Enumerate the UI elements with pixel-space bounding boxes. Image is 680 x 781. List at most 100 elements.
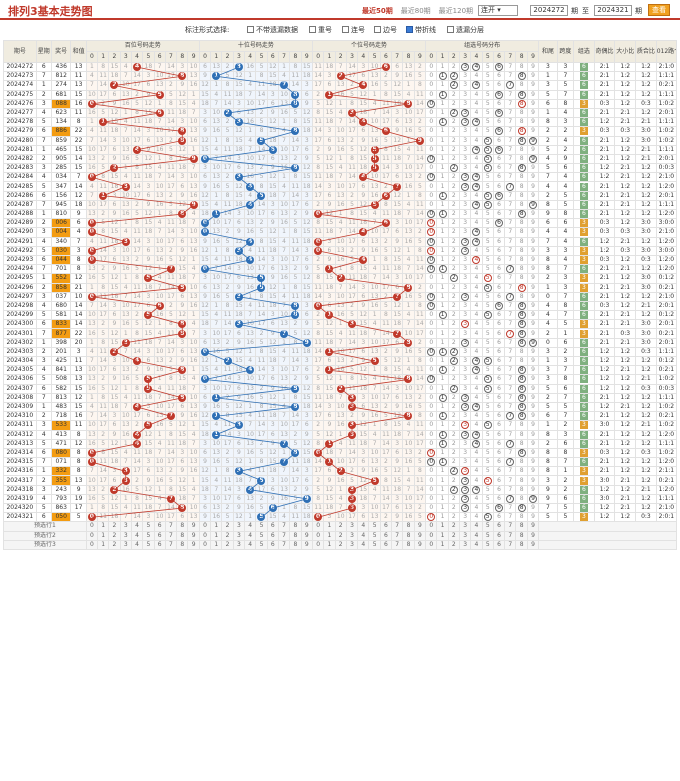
to-issue-input[interactable]: 2024321 [594, 5, 632, 16]
preselect-row[interactable]: 预选行1 0 1 2 3 4 5 6 7 8 9 0 1 2 3 4 5 6 7 8 9 0 1 2 3 4 5 6 7 8 9 0 1 2 3 4 5… [3, 521, 677, 532]
preselect-digit[interactable]: 8 [515, 539, 528, 550]
preselect-digit[interactable]: 0 [425, 521, 438, 532]
preselect-digit[interactable]: 9 [187, 521, 200, 532]
preselect-digit[interactable]: 6 [492, 521, 506, 532]
preselect-digit[interactable]: 4 [130, 530, 144, 541]
preselect-digit[interactable]: 9 [300, 530, 313, 541]
query-button[interactable]: 查看 [648, 4, 670, 16]
preselect-digit[interactable]: 0 [85, 539, 99, 550]
preselect-digit[interactable]: 7 [391, 539, 404, 550]
preselect-digit[interactable]: 4 [130, 521, 144, 532]
preselect-digit[interactable]: 5 [142, 530, 155, 541]
preselect-digit[interactable]: 1 [210, 539, 223, 550]
preselect-digit[interactable]: 0 [425, 530, 438, 541]
preselect-digit[interactable]: 4 [244, 530, 257, 541]
from-issue-input[interactable]: 2024272 [530, 5, 568, 16]
preselect-digit[interactable]: 6 [379, 521, 393, 532]
preselect-digit[interactable]: 3 [119, 521, 132, 532]
preselect-digit[interactable]: 4 [244, 521, 257, 532]
preselect-digit[interactable]: 6 [266, 539, 279, 550]
preselect-digit[interactable]: 1 [97, 521, 110, 532]
preselect-digit[interactable]: 2 [108, 521, 121, 532]
preselect-digit[interactable]: 1 [323, 539, 336, 550]
preselect-digit[interactable]: 3 [119, 530, 132, 541]
preselect-digit[interactable]: 8 [402, 521, 415, 532]
preselect-digit[interactable]: 1 [323, 521, 336, 532]
preselect-digit[interactable]: 7 [277, 539, 291, 550]
preselect-digit[interactable]: 3 [232, 539, 246, 550]
period-link-50[interactable]: 最近50期 [362, 7, 393, 15]
preselect-digit[interactable]: 4 [357, 539, 370, 550]
preselect-digit[interactable]: 6 [266, 530, 279, 541]
preselect-digit[interactable]: 1 [436, 521, 449, 532]
preselect-digit[interactable]: 1 [210, 530, 223, 541]
preselect-digit[interactable]: 9 [187, 539, 200, 550]
period-link-80[interactable]: 最近80期 [400, 7, 431, 15]
preselect-digit[interactable]: 4 [357, 530, 370, 541]
preselect-digit[interactable]: 3 [345, 530, 359, 541]
preselect-digit[interactable]: 5 [481, 521, 494, 532]
preselect-digit[interactable]: 2 [447, 521, 460, 532]
preselect-digit[interactable]: 6 [153, 521, 166, 532]
preselect-digit[interactable]: 1 [210, 521, 223, 532]
preselect-digit[interactable]: 5 [255, 539, 268, 550]
col-issue[interactable]: 期号 [3, 40, 37, 63]
option-edge[interactable]: 边号 [374, 25, 397, 35]
preselect-digit[interactable]: 7 [164, 521, 178, 532]
preselect-digit[interactable]: 6 [153, 539, 166, 550]
option-repeat[interactable]: 重号 [309, 25, 332, 35]
preselect-digit[interactable]: 2 [447, 530, 460, 541]
preselect-digit[interactable]: 7 [504, 521, 517, 532]
preselect-digit[interactable]: 9 [526, 530, 540, 541]
preselect-digit[interactable]: 8 [289, 521, 302, 532]
preselect-digit[interactable]: 5 [255, 521, 268, 532]
preselect-digit[interactable]: 0 [198, 539, 212, 550]
preselect-digit[interactable]: 0 [198, 530, 212, 541]
preselect-digit[interactable]: 9 [300, 521, 313, 532]
preselect-digit[interactable]: 8 [402, 539, 415, 550]
preselect-digit[interactable]: 1 [436, 530, 449, 541]
preselect-digit[interactable]: 2 [334, 521, 347, 532]
preselect-digit[interactable]: 5 [368, 521, 381, 532]
preselect-digit[interactable]: 8 [176, 530, 189, 541]
preselect-digit[interactable]: 0 [311, 539, 325, 550]
preselect-digit[interactable]: 3 [458, 521, 472, 532]
preselect-digit[interactable]: 2 [108, 530, 121, 541]
preselect-digit[interactable]: 3 [119, 539, 132, 550]
preselect-digit[interactable]: 7 [504, 530, 517, 541]
preselect-digit[interactable]: 2 [334, 539, 347, 550]
preselect-digit[interactable]: 9 [413, 530, 427, 541]
preselect-digit[interactable]: 8 [515, 530, 528, 541]
preselect-digit[interactable]: 2 [221, 530, 234, 541]
preselect-digit[interactable]: 0 [311, 521, 325, 532]
preselect-digit[interactable]: 5 [368, 530, 381, 541]
preselect-digit[interactable]: 7 [391, 521, 404, 532]
preselect-row[interactable]: 预选行3 0 1 2 3 4 5 6 7 8 9 0 1 2 3 4 5 6 7 8 9 0 1 2 3 4 5 6 7 8 9 0 1 2 3 4 5… [3, 539, 677, 550]
preselect-digit[interactable]: 7 [277, 521, 291, 532]
preselect-digit[interactable]: 7 [277, 530, 291, 541]
option-no-omit[interactable]: 不带遗漏数据 [247, 25, 298, 35]
preselect-digit[interactable]: 0 [311, 530, 325, 541]
preselect-digit[interactable]: 4 [130, 539, 144, 550]
preselect-digit[interactable]: 9 [526, 539, 540, 550]
preselect-digit[interactable]: 4 [470, 530, 483, 541]
preselect-digit[interactable]: 9 [300, 539, 313, 550]
preselect-digit[interactable]: 8 [515, 521, 528, 532]
preselect-digit[interactable]: 5 [368, 539, 381, 550]
preselect-digit[interactable]: 4 [470, 521, 483, 532]
preselect-digit[interactable]: 0 [85, 521, 99, 532]
preselect-digit[interactable]: 5 [142, 539, 155, 550]
preselect-digit[interactable]: 9 [413, 521, 427, 532]
preselect-digit[interactable]: 1 [97, 539, 110, 550]
preselect-digit[interactable]: 6 [153, 530, 166, 541]
preselect-digit[interactable]: 7 [164, 539, 178, 550]
preselect-digit[interactable]: 8 [176, 521, 189, 532]
preselect-digit[interactable]: 3 [232, 530, 246, 541]
preselect-digit[interactable]: 8 [289, 530, 302, 541]
preselect-digit[interactable]: 5 [255, 530, 268, 541]
preselect-digit[interactable]: 4 [244, 539, 257, 550]
preselect-digit[interactable]: 5 [481, 530, 494, 541]
preselect-digit[interactable]: 3 [458, 530, 472, 541]
preselect-digit[interactable]: 1 [436, 539, 449, 550]
preselect-digit[interactable]: 6 [266, 521, 279, 532]
